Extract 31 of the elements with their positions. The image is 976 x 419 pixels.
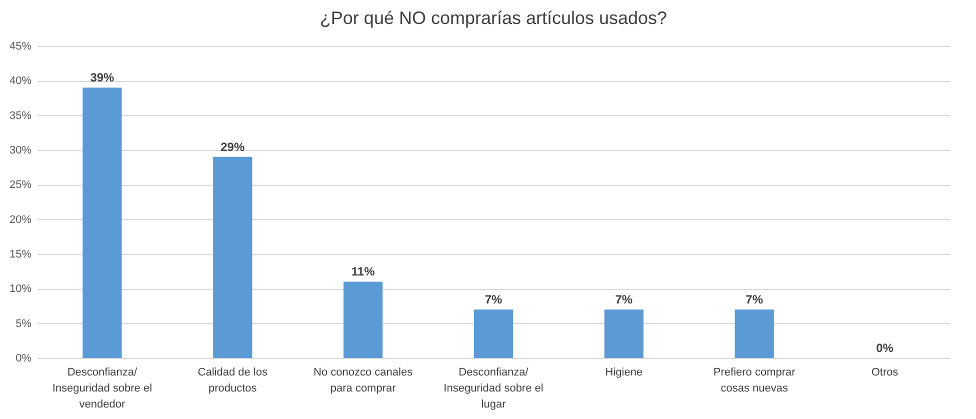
y-tick-label: 10% [9, 283, 32, 296]
x-tick-label: Calidad de los productos [198, 366, 268, 394]
data-label: 7% [746, 292, 764, 306]
x-tick-label: Otros [871, 366, 899, 378]
chart-title: ¿Por qué NO comprarías artículos usados? [320, 8, 668, 28]
y-tick-label: 30% [9, 144, 32, 156]
data-label: 0% [876, 341, 894, 355]
bar [213, 156, 252, 358]
bar [604, 309, 644, 358]
data-label: 11% [351, 264, 376, 279]
data-label: 39% [90, 70, 115, 85]
y-tick-label: 45% [9, 40, 32, 52]
x-tick-label: Prefiero comprar cosas nuevas [713, 366, 796, 394]
y-tick-label: 25% [9, 179, 32, 192]
x-tick-label: Higiene [605, 366, 643, 378]
bar [474, 309, 514, 358]
x-tick-label: Desconfianza/ Inseguridad sobre el vendedor [52, 366, 152, 410]
bar [734, 309, 774, 358]
bar [344, 282, 383, 358]
y-tick-label: 35% [9, 110, 32, 122]
y-tick-label: 40% [9, 75, 32, 88]
data-label: 7% [615, 292, 633, 306]
x-tick-label: No conozco canales para comprar [314, 366, 414, 394]
y-tick-label: 20% [9, 214, 32, 226]
bar [82, 88, 122, 358]
x-tick-label: Desconfianza/ Inseguridad sobre el lugar [444, 366, 544, 410]
data-label: 7% [484, 292, 502, 306]
y-tick-label: 0% [16, 352, 32, 364]
data-label: 29% [220, 140, 245, 154]
y-tick-label: 15% [9, 248, 32, 260]
y-tick-label: 5% [16, 318, 32, 330]
